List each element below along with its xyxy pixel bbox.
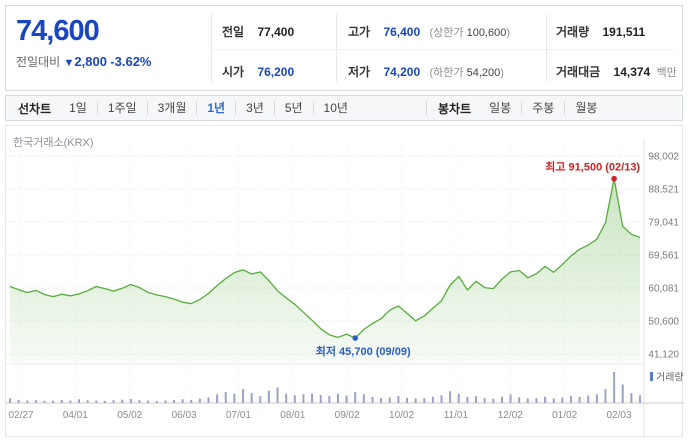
- tab-1year[interactable]: 1년: [196, 101, 235, 115]
- svg-text:69,561: 69,561: [648, 251, 679, 262]
- svg-text:05/02: 05/02: [117, 410, 142, 421]
- svg-text:07/01: 07/01: [226, 410, 251, 421]
- lower-limit-value: 54,200: [466, 67, 501, 79]
- current-price: 74,600: [16, 15, 100, 47]
- high-stat: 고가 76,400 (상한가 100,600): [348, 25, 511, 39]
- tab-1week[interactable]: 1주일: [96, 101, 147, 115]
- svg-text:거래량: 거래량: [656, 372, 684, 384]
- high-value: 76,400: [383, 25, 421, 39]
- svg-text:88,521: 88,521: [648, 185, 679, 196]
- line-chart-tab-group: 선차트 1일 1주일 3개월 1년 3년 5년 10년: [16, 96, 358, 120]
- candle-chart-tab-group: 봉차트 일봉 주봉 월봉: [436, 96, 607, 120]
- line-chart-label[interactable]: 선차트: [18, 101, 52, 116]
- stock-chart-svg: 02/27 04/01 05/02 06/03 07/01 08/01 09/02 10/02…: [6, 140, 684, 436]
- svg-text:최고 91,500 (02/13): 최고 91,500 (02/13): [545, 160, 640, 174]
- trade-value-stat: 거래대금 14,374 백만: [556, 63, 677, 80]
- tab-5year[interactable]: 5년: [273, 101, 313, 115]
- low-stat: 저가 74,200 (하한가 54,200): [348, 65, 504, 79]
- svg-text:08/01: 08/01: [280, 410, 305, 421]
- open-label: 시가: [222, 65, 245, 79]
- divider: [211, 49, 674, 50]
- candle-chart-label[interactable]: 봉차트: [438, 101, 472, 116]
- svg-text:02/27: 02/27: [8, 410, 33, 421]
- stock-chart-panel: 02/27 04/01 05/02 06/03 07/01 08/01 09/02 10/02…: [5, 125, 684, 437]
- low-label: 저가: [348, 65, 371, 79]
- low-value: 74,200: [383, 65, 421, 79]
- svg-text:50,600: 50,600: [648, 317, 679, 328]
- price-change-row: 전일대비 ▼2,800 -3.62%: [16, 53, 152, 70]
- divider: [336, 14, 337, 82]
- svg-text:최저 45,700 (09/09): 최저 45,700 (09/09): [316, 344, 411, 358]
- prev-close-stat: 전일 77,400: [222, 23, 294, 40]
- tab-weekly-candle[interactable]: 주봉: [521, 101, 564, 115]
- svg-text:12/02: 12/02: [498, 410, 523, 421]
- volume-value: 191,511: [602, 25, 646, 39]
- tab-10year[interactable]: 10년: [312, 101, 358, 115]
- change-percent: -3.62%: [110, 54, 152, 69]
- svg-text:06/03: 06/03: [172, 410, 197, 421]
- divider: [211, 14, 212, 82]
- price-info-panel: 74,600 전일대비 ▼2,800 -3.62% 전일 77,400 시가 7…: [5, 5, 683, 91]
- svg-text:01/02: 01/02: [552, 410, 577, 421]
- current-price-block: 74,600 전일대비 ▼2,800 -3.62%: [16, 15, 152, 70]
- down-arrow-icon: ▼: [63, 57, 75, 69]
- lower-limit-label: 하한가: [433, 67, 464, 79]
- exchange-source-label: 한국거래소(KRX): [13, 137, 94, 149]
- prev-close-value: 77,400: [257, 25, 295, 39]
- tab-monthly-candle[interactable]: 월봉: [564, 101, 607, 115]
- chart-period-toolbar: 선차트 1일 1주일 3개월 1년 3년 5년 10년 봉차트 일봉 주봉 월봉: [5, 95, 683, 121]
- upper-limit-label: 상한가: [433, 27, 464, 39]
- svg-text:79,041: 79,041: [648, 218, 679, 229]
- divider: [546, 14, 547, 82]
- svg-text:41,120: 41,120: [648, 350, 679, 361]
- high-label: 고가: [348, 25, 371, 39]
- svg-text:10/02: 10/02: [389, 410, 414, 421]
- tab-3month[interactable]: 3개월: [146, 101, 197, 115]
- divider: [426, 101, 427, 115]
- volume-stat: 거래량 191,511: [556, 23, 645, 40]
- tab-3year[interactable]: 3년: [235, 101, 274, 115]
- svg-text:04/01: 04/01: [63, 410, 88, 421]
- prev-close-label: 전일: [222, 25, 245, 39]
- change-label: 전일대비: [16, 55, 61, 69]
- svg-text:02/03: 02/03: [606, 410, 631, 421]
- svg-text:60,081: 60,081: [648, 283, 679, 294]
- volume-label: 거래량: [556, 25, 590, 39]
- svg-text:11/01: 11/01: [444, 410, 469, 421]
- tab-1day[interactable]: 1일: [69, 101, 87, 115]
- trade-value-value: 14,374: [613, 65, 651, 79]
- open-stat: 시가 76,200: [222, 63, 294, 80]
- svg-text:98,002: 98,002: [648, 152, 679, 163]
- upper-limit-value: 100,600: [466, 27, 507, 39]
- open-value: 76,200: [257, 65, 295, 79]
- change-value: 2,800: [74, 54, 107, 69]
- trade-value-label: 거래대금: [556, 65, 601, 79]
- tab-daily-candle[interactable]: 일봉: [489, 101, 512, 115]
- svg-text:09/02: 09/02: [335, 410, 360, 421]
- trade-value-unit: 백만: [656, 67, 677, 79]
